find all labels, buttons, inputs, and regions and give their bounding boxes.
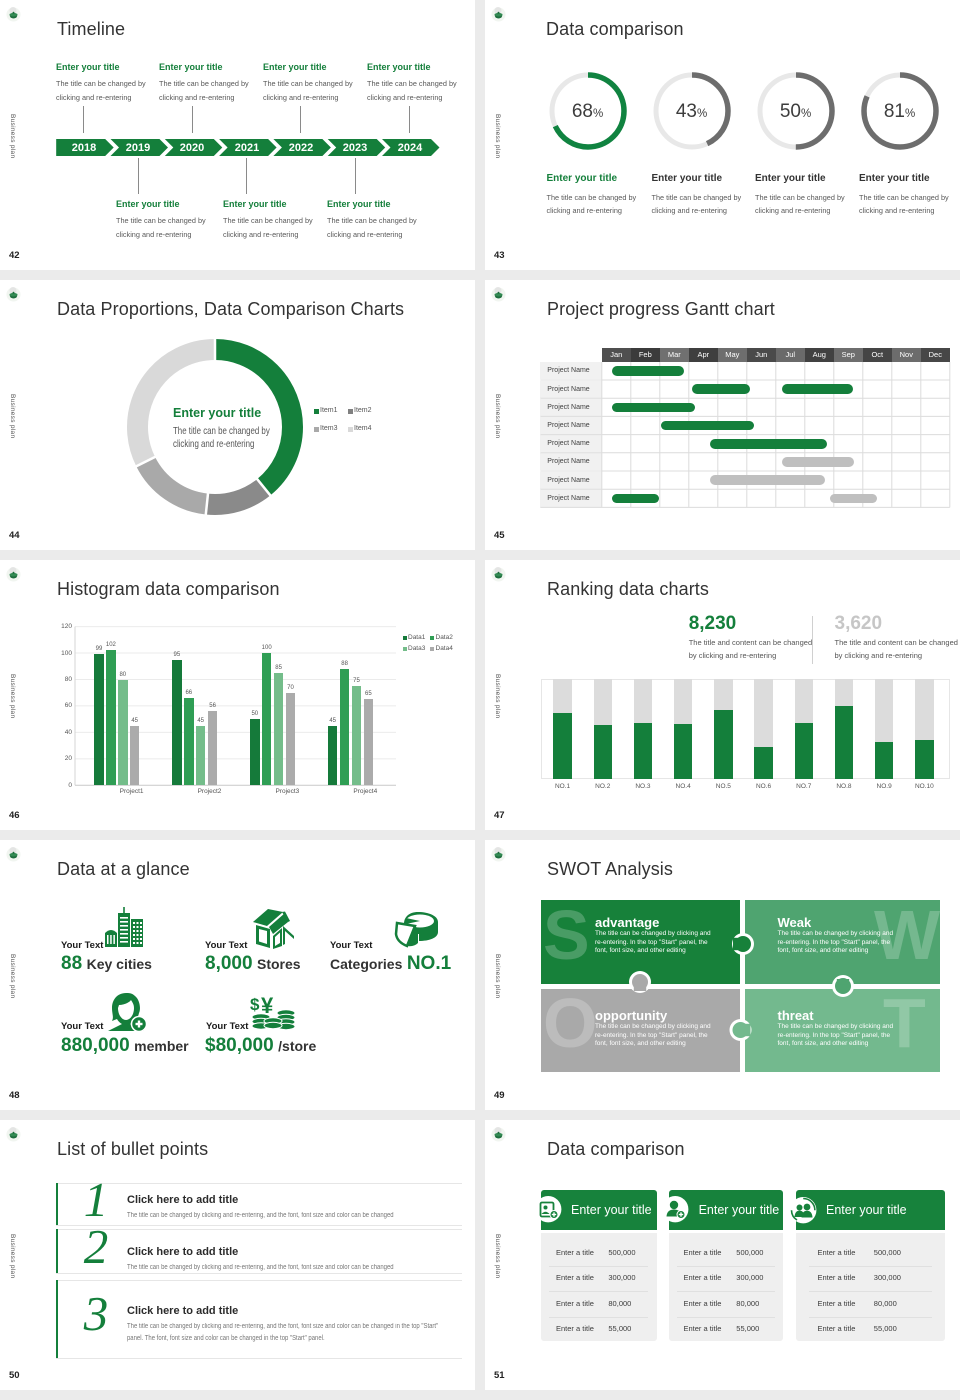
svg-text:$: $ xyxy=(250,995,260,1014)
svg-text:¥: ¥ xyxy=(261,995,274,1018)
